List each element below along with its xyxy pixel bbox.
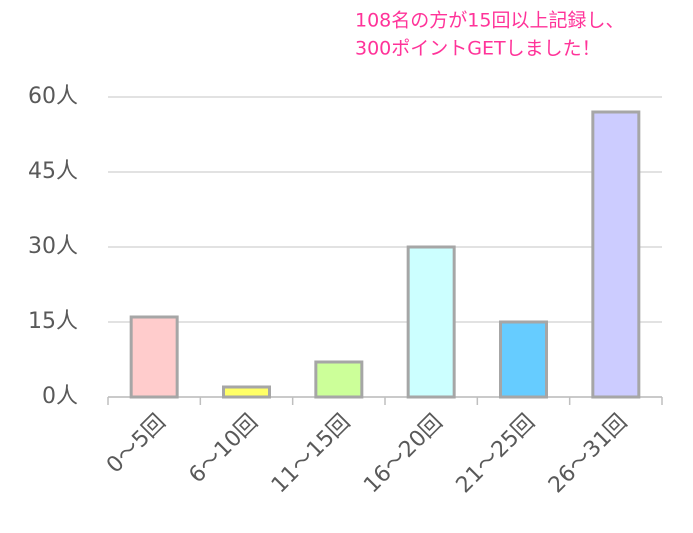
x-tick-label: 16～20回 [359, 410, 447, 498]
y-tick-label: 15人 [28, 309, 78, 334]
x-tick-label: 6～10回 [184, 410, 262, 488]
bar [314, 360, 364, 399]
y-tick-label: 0人 [42, 384, 78, 409]
annotation: 300ポイントGETしました！ [355, 38, 601, 60]
x-tick-label: 26～31回 [544, 410, 632, 498]
y-tick-label: 60人 [28, 84, 78, 109]
bar [222, 385, 271, 399]
bar [406, 245, 456, 399]
x-tick-label: 0～5回 [102, 410, 171, 479]
x-tick-label: 21～25回 [452, 410, 540, 498]
bar [129, 315, 179, 399]
bar [499, 320, 548, 399]
x-tick-label: 11～15回 [267, 410, 355, 498]
y-tick-label: 30人 [28, 234, 78, 259]
y-tick-label: 45人 [28, 159, 78, 184]
annotation: 108名の方が15回以上記録し、 [355, 10, 624, 32]
bar [591, 110, 641, 399]
